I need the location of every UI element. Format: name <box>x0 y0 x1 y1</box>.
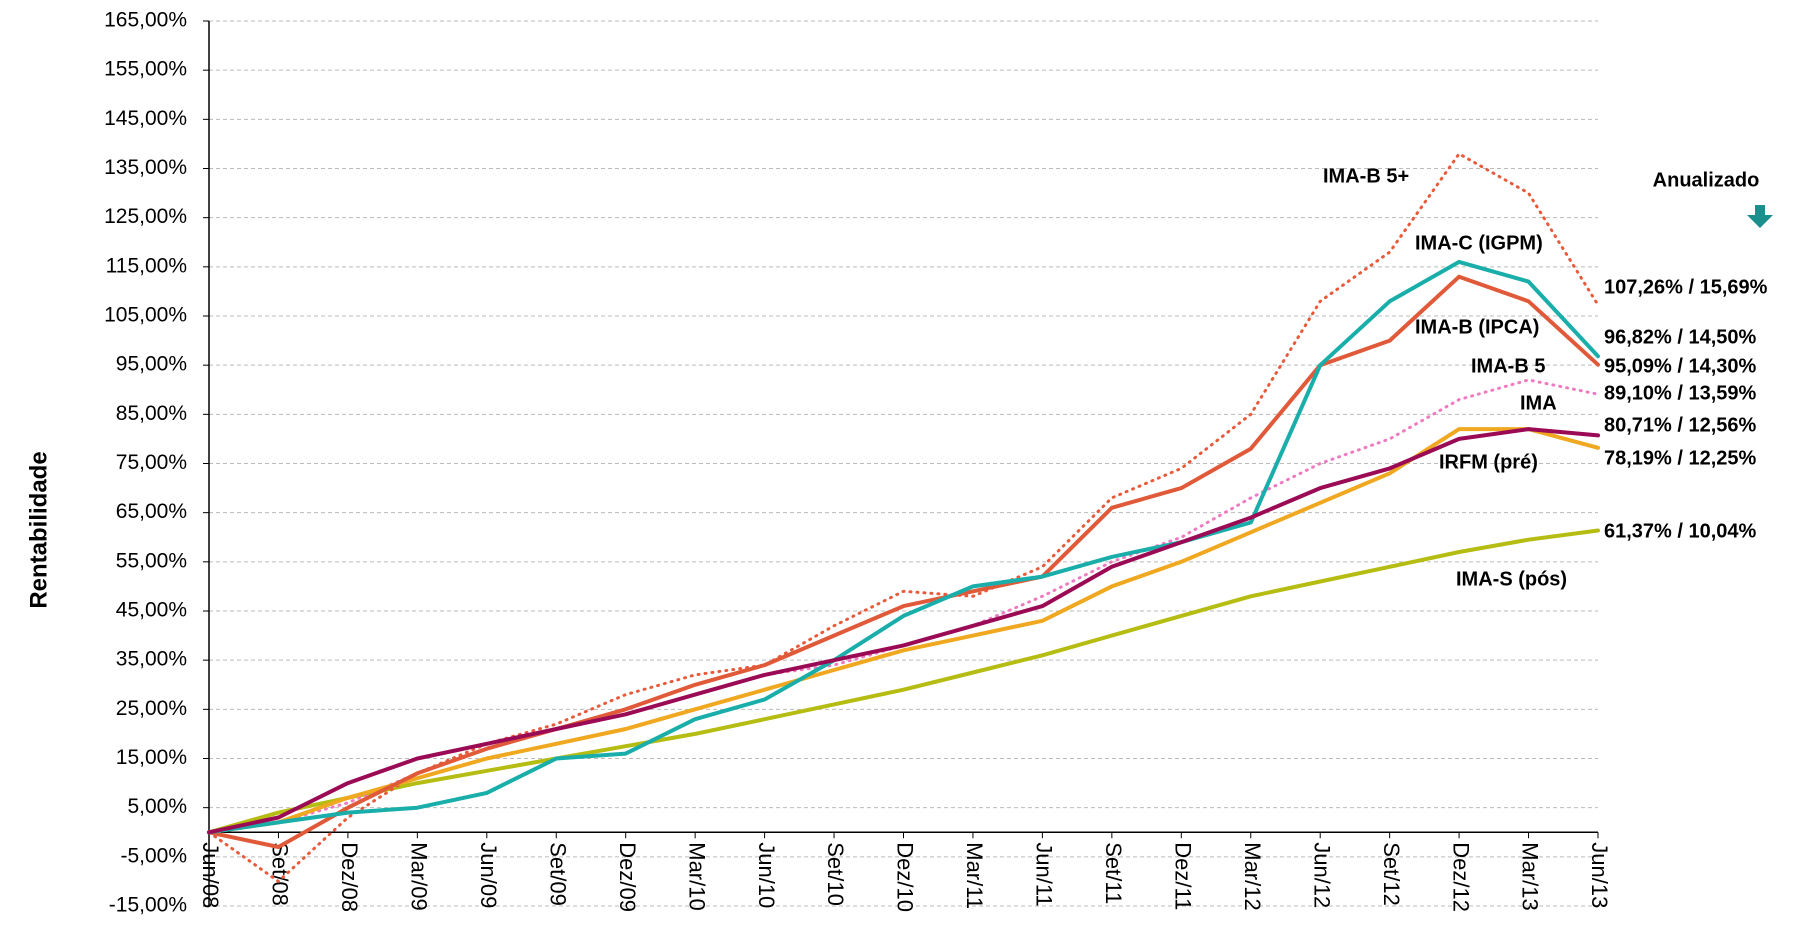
annotation: Anualizado <box>1653 169 1760 191</box>
y-axis-title: Rentabilidade <box>25 451 52 608</box>
y-tick-label: 35,00% <box>116 648 187 671</box>
y-tick-label: 145,00% <box>104 107 187 130</box>
x-tick-label: Mar/12 <box>1240 842 1265 910</box>
x-tick-label: Set/12 <box>1379 842 1404 906</box>
series-line <box>207 274 1600 849</box>
series-line <box>207 259 1600 835</box>
x-tick-label: Dez/10 <box>893 842 918 912</box>
x-tick-label: Jun/12 <box>1309 842 1334 908</box>
x-tick-label: Dez/11 <box>1170 842 1195 910</box>
y-tick-label: 65,00% <box>116 500 187 523</box>
x-tick-label: Jun/09 <box>476 842 501 908</box>
legend-label: IMA-B 5 <box>1471 355 1545 377</box>
y-tick-label: 15,00% <box>116 746 187 769</box>
x-tick-label: Jun/08 <box>198 842 223 908</box>
y-tick-label: 115,00% <box>106 254 187 277</box>
arrow-icon <box>1747 205 1773 228</box>
y-tick-label: 85,00% <box>116 402 187 425</box>
x-tick-label: Dez/12 <box>1448 842 1473 912</box>
x-tick-label: Jun/10 <box>754 842 779 908</box>
end-label: 80,71% / 12,56% <box>1604 414 1757 436</box>
end-label: 95,09% / 14,30% <box>1604 355 1757 377</box>
end-label: 107,26% / 15,69% <box>1604 276 1768 298</box>
x-tick-label: Dez/09 <box>615 842 640 912</box>
y-tick-label: 155,00% <box>104 58 187 81</box>
x-tick-label: Mar/10 <box>684 842 709 910</box>
y-tick-label: -5,00% <box>120 844 187 867</box>
y-tick-label: -15,00% <box>109 894 187 917</box>
y-tick-label: 165,00% <box>104 9 187 32</box>
y-tick-label: 5,00% <box>127 795 187 818</box>
x-tick-label: Jun/11 <box>1032 842 1057 906</box>
x-tick-label: Set/11 <box>1101 842 1126 904</box>
y-tick-label: 55,00% <box>116 549 187 572</box>
legend-label: IMA <box>1520 392 1557 414</box>
legend-label: IMA-C (IGPM) <box>1415 232 1543 254</box>
legend-label: IMA-S (pós) <box>1456 568 1567 590</box>
end-label: 89,10% / 13,59% <box>1604 382 1757 404</box>
legend-label: IMA-B 5+ <box>1323 165 1409 187</box>
y-tick-label: 125,00% <box>104 205 187 228</box>
y-tick-label: 25,00% <box>116 697 187 720</box>
x-tick-label: Jun/13 <box>1587 842 1612 908</box>
y-tick-label: 75,00% <box>116 451 187 474</box>
x-tick-label: Mar/11 <box>962 842 987 909</box>
x-tick-label: Set/09 <box>545 842 570 906</box>
series-line <box>207 427 1600 835</box>
series-line <box>207 528 1600 835</box>
series-line <box>207 427 1600 835</box>
legend-label: IMA-B (IPCA) <box>1415 316 1539 338</box>
y-tick-label: 95,00% <box>116 353 187 376</box>
y-tick-label: 135,00% <box>104 156 187 179</box>
end-label: 61,37% / 10,04% <box>1604 520 1757 542</box>
x-tick-label: Mar/09 <box>407 842 432 910</box>
x-tick-label: Mar/13 <box>1518 842 1543 910</box>
x-tick-label: Dez/08 <box>337 842 362 912</box>
end-label: 78,19% / 12,25% <box>1604 447 1757 469</box>
legend-label: IRFM (pré) <box>1439 451 1538 473</box>
x-tick-label: Set/10 <box>823 842 848 906</box>
y-tick-label: 105,00% <box>104 304 187 327</box>
x-tick-label: Set/08 <box>268 842 293 906</box>
y-tick-label: 45,00% <box>116 599 187 622</box>
end-label: 96,82% / 14,50% <box>1604 326 1757 348</box>
